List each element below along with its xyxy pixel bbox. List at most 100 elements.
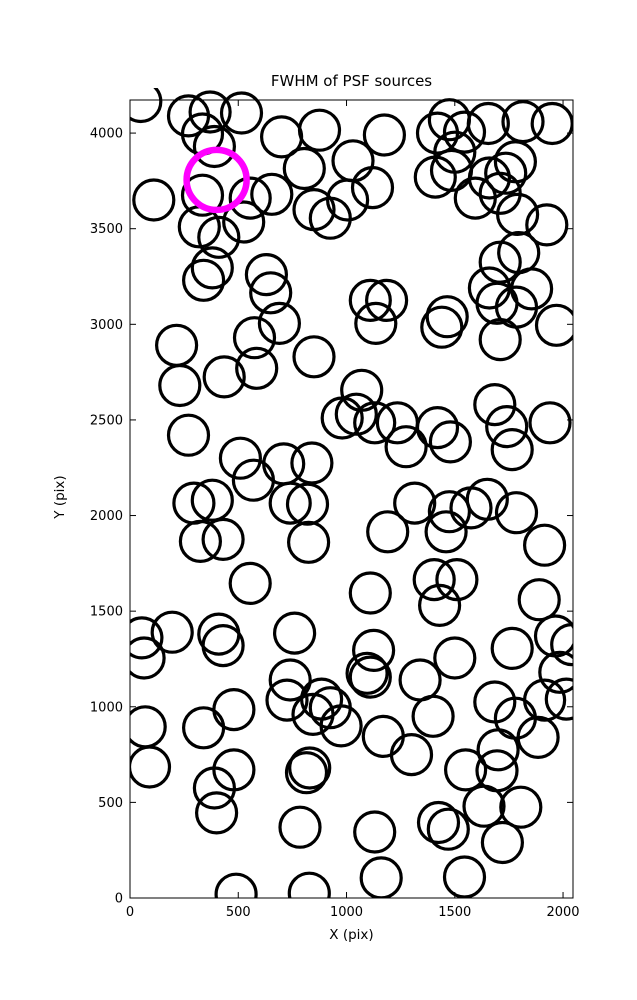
psf-circle <box>467 156 511 200</box>
psf-circle <box>442 110 487 154</box>
psf-circle <box>350 166 395 210</box>
psf-circle <box>265 678 309 722</box>
psf-circle <box>375 401 419 445</box>
psf-circle <box>214 872 258 898</box>
y-tick-label: 2500 <box>90 413 123 428</box>
psf-circle <box>353 810 397 854</box>
psf-circle <box>192 766 236 810</box>
x-tick-label: 500 <box>226 905 251 920</box>
x-axis-label: X (pix) <box>329 927 374 943</box>
psf-circle <box>297 108 342 152</box>
psf-circle <box>393 481 437 525</box>
psf-circle <box>178 519 222 564</box>
psf-circle <box>480 820 524 865</box>
psf-circle <box>462 784 506 828</box>
psf-circle <box>522 523 567 567</box>
psf-circle <box>195 791 239 835</box>
psf-circle <box>273 611 317 655</box>
psf-circle <box>300 677 344 721</box>
psf-circle <box>424 510 468 554</box>
highlighted-psf-circle <box>183 146 250 214</box>
y-tick-label: 500 <box>98 796 123 811</box>
psf-circle <box>550 623 573 667</box>
psf-circle <box>202 355 246 399</box>
psf-circle <box>530 101 573 146</box>
psf-circle <box>359 856 403 898</box>
psf-circle <box>222 200 266 244</box>
psf-circle <box>250 172 294 216</box>
psf-circle <box>425 295 469 339</box>
psf-circle <box>348 278 392 322</box>
psf-circle <box>475 281 519 325</box>
psf-circle <box>282 146 326 191</box>
psf-circle <box>287 520 331 564</box>
psf-circle <box>192 124 236 169</box>
psf-circle <box>249 271 293 315</box>
psf-circle <box>166 413 211 457</box>
psf-circle <box>490 428 534 472</box>
psf-circle <box>416 800 461 845</box>
psf-circle <box>411 694 455 738</box>
psf-circle <box>478 318 522 362</box>
psf-circle <box>158 363 202 408</box>
psf-circle <box>292 335 336 379</box>
y-tick-label: 2000 <box>90 509 123 524</box>
psf-circle <box>201 517 245 562</box>
psf-circle <box>345 651 389 695</box>
x-tick-label: 0 <box>126 905 134 920</box>
psf-circle <box>426 807 470 851</box>
psf-circle <box>201 623 245 668</box>
psf-circle <box>288 746 332 790</box>
psf-circle <box>538 650 573 694</box>
psf-circle <box>522 678 567 722</box>
y-tick-label: 1500 <box>90 605 123 620</box>
psf-circle <box>412 557 456 602</box>
psf-circle <box>235 346 279 390</box>
psf-circle <box>433 636 477 680</box>
psf-circle <box>494 491 539 535</box>
x-tick-label: 1500 <box>438 905 471 920</box>
psf-circle <box>219 91 264 135</box>
psf-circle <box>190 478 234 522</box>
y-tick-label: 3000 <box>90 318 123 333</box>
psf-circle <box>466 101 510 146</box>
psf-circle <box>150 610 194 654</box>
psf-circle <box>228 176 272 220</box>
psf-circle <box>444 748 488 792</box>
psf-circle <box>415 406 460 450</box>
psf-circle <box>290 441 334 485</box>
psf-circle <box>366 510 410 554</box>
psf-circle <box>244 253 288 297</box>
psf-circle <box>533 614 573 658</box>
x-tick-label: 1000 <box>330 905 363 920</box>
psf-circle <box>130 636 166 680</box>
psf-circle <box>418 583 462 628</box>
psf-circle <box>268 658 312 702</box>
psf-circle <box>476 728 520 772</box>
psf-circle <box>353 401 397 445</box>
psf-circle <box>182 258 226 302</box>
psf-circle <box>427 490 471 534</box>
psf-circle <box>326 178 370 222</box>
psf-circle <box>182 706 226 750</box>
y-tick-label: 1000 <box>90 700 123 715</box>
psf-circle <box>354 301 398 345</box>
psf-circle <box>361 714 405 759</box>
psf-circle <box>428 420 472 464</box>
psf-circle <box>232 316 277 360</box>
psf-circle <box>501 99 545 144</box>
psf-circle <box>398 658 442 702</box>
psf-circle <box>130 88 163 124</box>
psf-circle <box>228 561 272 606</box>
psf-circle <box>384 425 428 469</box>
psf-circle <box>362 113 406 157</box>
psf-circle <box>287 871 331 898</box>
psf-circle <box>231 458 275 502</box>
psf-circle <box>284 751 329 795</box>
psf-circle <box>132 178 176 222</box>
psf-markers-layer <box>130 88 573 898</box>
psf-circle <box>435 557 479 602</box>
psf-circle <box>212 687 256 732</box>
psf-circle <box>348 655 392 699</box>
